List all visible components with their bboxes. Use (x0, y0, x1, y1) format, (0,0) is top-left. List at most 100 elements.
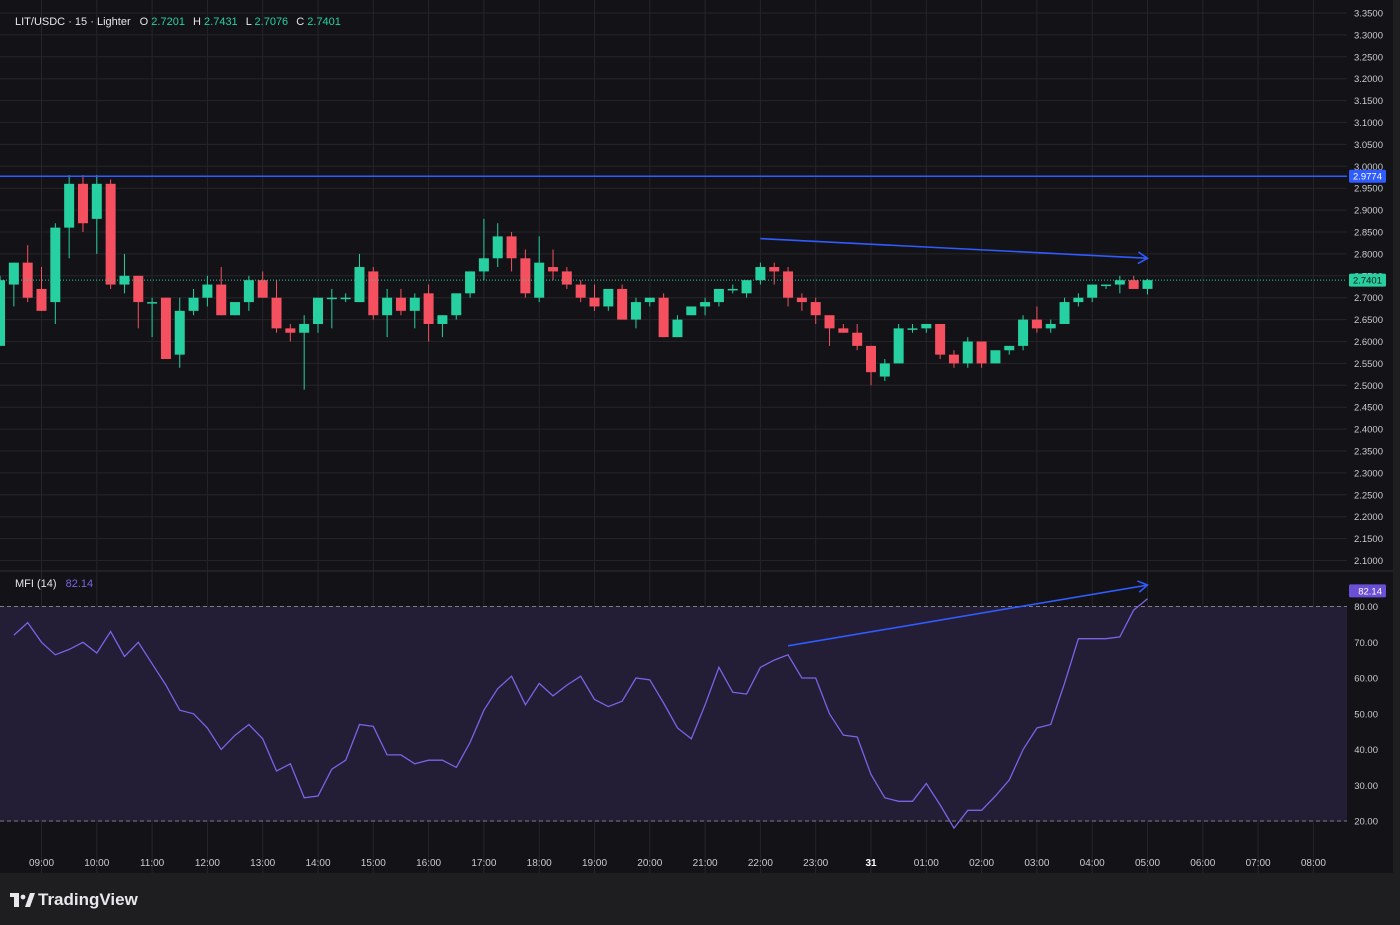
candle[interactable] (8, 262, 19, 307)
candle[interactable] (91, 175, 102, 254)
candle[interactable] (105, 179, 116, 289)
price-tick-label: 3.3000 (1354, 30, 1383, 41)
candle[interactable] (382, 288, 393, 338)
mfi-trendline[interactable] (787, 580, 1150, 647)
candle[interactable] (271, 280, 282, 333)
candle[interactable] (230, 302, 241, 316)
candle[interactable] (1018, 315, 1029, 351)
candle[interactable] (921, 323, 932, 333)
candle[interactable] (1114, 275, 1125, 294)
candle[interactable] (174, 297, 185, 368)
candle[interactable] (990, 350, 1001, 364)
mfi-value-label: 82.14 (66, 578, 94, 590)
candle[interactable] (202, 275, 213, 307)
candle[interactable] (976, 341, 987, 368)
candle[interactable] (1073, 293, 1084, 307)
candle[interactable] (1087, 284, 1098, 303)
candle[interactable] (36, 267, 47, 311)
candle[interactable] (395, 288, 406, 316)
candle[interactable] (935, 323, 946, 360)
candle[interactable] (575, 280, 586, 303)
candle[interactable] (700, 297, 711, 316)
candlestick-series[interactable] (0, 175, 1153, 390)
candle[interactable] (340, 293, 351, 303)
candle[interactable] (77, 175, 88, 232)
candle-body (893, 328, 904, 364)
candle[interactable] (852, 323, 863, 351)
candle[interactable] (893, 323, 904, 364)
candle[interactable] (133, 275, 144, 329)
candle[interactable] (243, 275, 254, 311)
candle[interactable] (838, 323, 849, 333)
time-tick-label: 04:00 (1080, 858, 1105, 869)
tradingview-logo[interactable]: TradingView (10, 890, 139, 909)
candle[interactable] (810, 297, 821, 324)
candle[interactable] (1128, 275, 1139, 289)
candle[interactable] (769, 262, 780, 285)
time-tick-label: 19:00 (582, 858, 607, 869)
candle[interactable] (423, 284, 434, 342)
candle[interactable] (948, 350, 959, 368)
price-axis[interactable]: 3.3500 3.3000 3.2500 3.2000 3.1500 3.1000 3.05… (1354, 9, 1383, 568)
candle[interactable] (644, 297, 655, 307)
candle-body (382, 297, 393, 316)
candle[interactable] (64, 175, 75, 259)
candle[interactable] (741, 280, 752, 298)
candle[interactable] (907, 323, 918, 333)
candle[interactable] (188, 288, 199, 316)
candle[interactable] (160, 297, 171, 360)
candle[interactable] (617, 284, 628, 320)
candle[interactable] (589, 284, 600, 311)
candle[interactable] (603, 288, 614, 311)
candle[interactable] (824, 315, 835, 346)
candle[interactable] (727, 284, 738, 294)
candle[interactable] (409, 293, 420, 329)
candle[interactable] (534, 236, 545, 303)
candle[interactable] (755, 262, 766, 285)
candle[interactable] (630, 297, 641, 329)
candle[interactable] (465, 271, 476, 298)
candle[interactable] (147, 297, 158, 338)
candle[interactable] (451, 293, 462, 320)
candle[interactable] (506, 232, 517, 272)
candle[interactable] (0, 275, 6, 346)
candle[interactable] (548, 249, 559, 281)
candle[interactable] (658, 293, 669, 338)
candle[interactable] (354, 253, 365, 303)
candle[interactable] (492, 223, 503, 268)
candle[interactable] (326, 288, 337, 329)
candle[interactable] (1142, 278, 1153, 295)
candle[interactable] (285, 323, 296, 342)
candle[interactable] (1004, 345, 1015, 355)
candle[interactable] (216, 267, 227, 316)
candle[interactable] (1031, 306, 1042, 333)
mfi-trendline-line (787, 584, 1148, 647)
candle[interactable] (879, 359, 890, 381)
candle[interactable] (672, 315, 683, 338)
candle[interactable] (796, 293, 807, 311)
candle[interactable] (1045, 319, 1056, 333)
candle-body (133, 275, 144, 303)
candle[interactable] (520, 249, 531, 298)
candle[interactable] (1101, 284, 1112, 289)
price-trendline[interactable] (760, 237, 1150, 265)
candle[interactable] (866, 345, 876, 386)
mfi-axis[interactable]: 80.00 70.00 60.00 50.00 40.00 30.00 20.00 (1354, 602, 1378, 828)
candle[interactable] (119, 253, 130, 294)
price-tick-label: 2.4500 (1354, 403, 1383, 414)
candle[interactable] (437, 315, 448, 338)
candle[interactable] (257, 271, 268, 298)
candle[interactable] (478, 218, 489, 281)
time-axis[interactable]: 09:00 10:00 11:00 12:00 13:00 14:00 15:00 16:00… (29, 858, 1326, 869)
candle[interactable] (368, 267, 379, 320)
candle[interactable] (299, 315, 310, 390)
candle[interactable] (713, 288, 724, 307)
candle[interactable] (962, 337, 973, 368)
price-tick-label: 3.0000 (1354, 162, 1383, 173)
candle[interactable] (313, 297, 323, 333)
candle[interactable] (1059, 297, 1070, 324)
candle[interactable] (686, 306, 697, 316)
candle[interactable] (50, 223, 61, 324)
candle[interactable] (561, 267, 572, 289)
candle[interactable] (783, 267, 794, 307)
